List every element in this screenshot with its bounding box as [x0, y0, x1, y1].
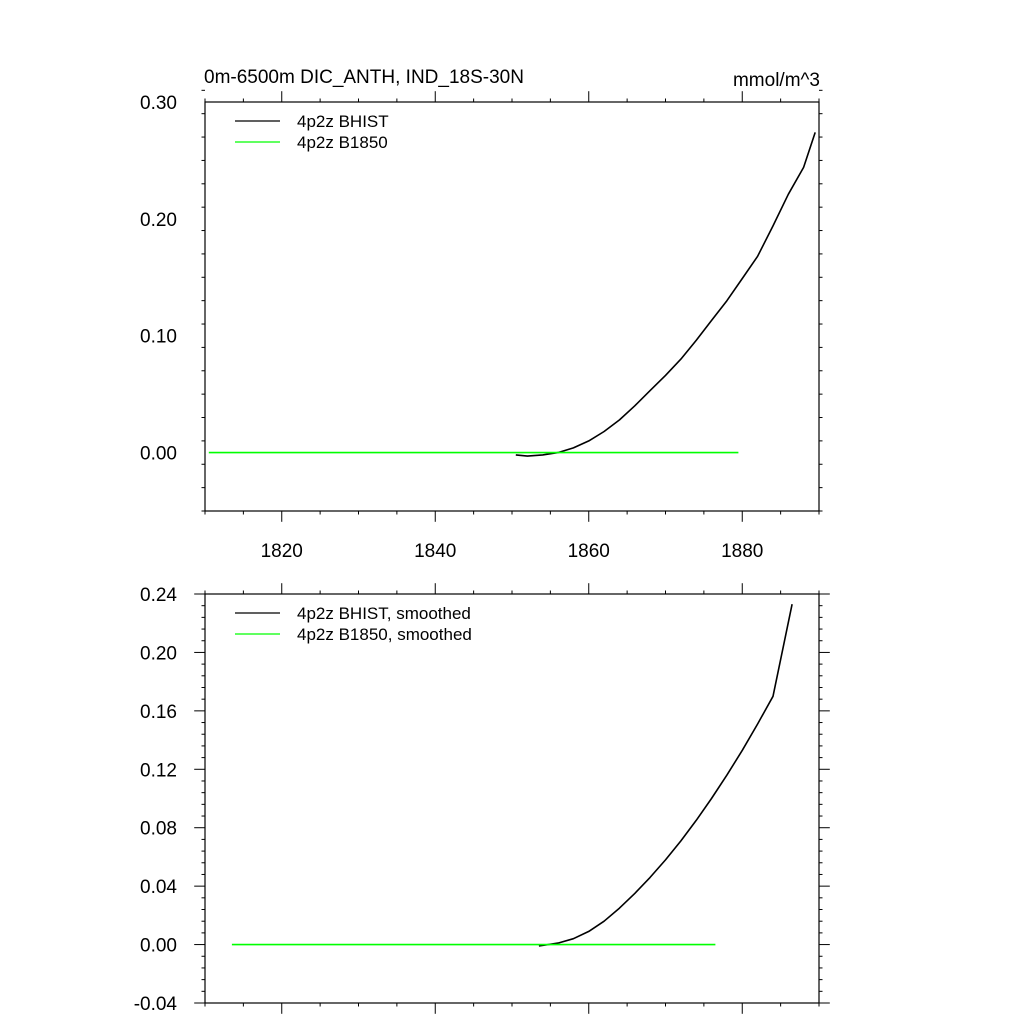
y-tick-label: 0.08 — [140, 819, 177, 840]
y-tick-label: 0.30 — [140, 93, 177, 114]
y-tick-label: 0.12 — [140, 760, 177, 781]
bottom-chart-panel: -0.04 0.00 0.04 0.08 0.12 0.16 0.20 0.24 4p2z B… — [134, 583, 830, 1015]
top-chart-legend: 4p2z BHIST 4p2z B1850 — [235, 112, 389, 152]
series-line-bhist — [515, 132, 816, 457]
y-tick-label: 0.00 — [140, 444, 177, 465]
legend-label-bhist: 4p2z BHIST — [297, 112, 389, 131]
top-chart-series — [208, 132, 816, 457]
top-chart-units: mmol/m^3 — [733, 70, 820, 91]
bottom-chart-y-tick-labels: -0.04 0.00 0.04 0.08 0.12 0.16 0.20 0.24 — [134, 585, 178, 1015]
y-tick-label: 0.10 — [140, 327, 177, 348]
top-chart-ticks — [201, 89, 823, 522]
top-chart-title: 0m-6500m DIC_ANTH, IND_18S-30N — [204, 67, 524, 88]
bottom-chart-ticks — [194, 583, 830, 1014]
y-tick-label: 0.20 — [140, 643, 177, 664]
y-tick-label: 0.04 — [140, 877, 177, 898]
series-line-bhist — [538, 604, 793, 947]
x-tick-label: 1820 — [261, 541, 303, 562]
bottom-chart-series — [231, 604, 793, 947]
y-tick-label: -0.04 — [134, 994, 178, 1015]
top-chart-frame — [204, 101, 820, 512]
x-tick-label: 1840 — [414, 541, 456, 562]
x-tick-label: 1860 — [568, 541, 610, 562]
top-chart-panel: 0m-6500m DIC_ANTH, IND_18S-30N mmol/m^3 … — [140, 67, 823, 562]
y-tick-label: 0.24 — [140, 585, 177, 606]
bottom-chart-frame — [204, 593, 820, 1004]
legend-label-bhist-smoothed: 4p2z BHIST, smoothed — [297, 604, 471, 623]
y-tick-label: 0.00 — [140, 936, 177, 957]
legend-label-b1850: 4p2z B1850 — [297, 133, 388, 152]
x-tick-label: 1880 — [721, 541, 763, 562]
legend-label-b1850-smoothed: 4p2z B1850, smoothed — [297, 625, 472, 644]
top-chart-x-tick-labels: 1820 1840 1860 1880 — [261, 541, 764, 562]
bottom-chart-legend: 4p2z BHIST, smoothed 4p2z B1850, smoothe… — [235, 604, 472, 644]
y-tick-label: 0.20 — [140, 210, 177, 231]
y-tick-label: 0.16 — [140, 702, 177, 723]
top-chart-y-tick-labels: 0.00 0.10 0.20 0.30 — [140, 93, 177, 465]
